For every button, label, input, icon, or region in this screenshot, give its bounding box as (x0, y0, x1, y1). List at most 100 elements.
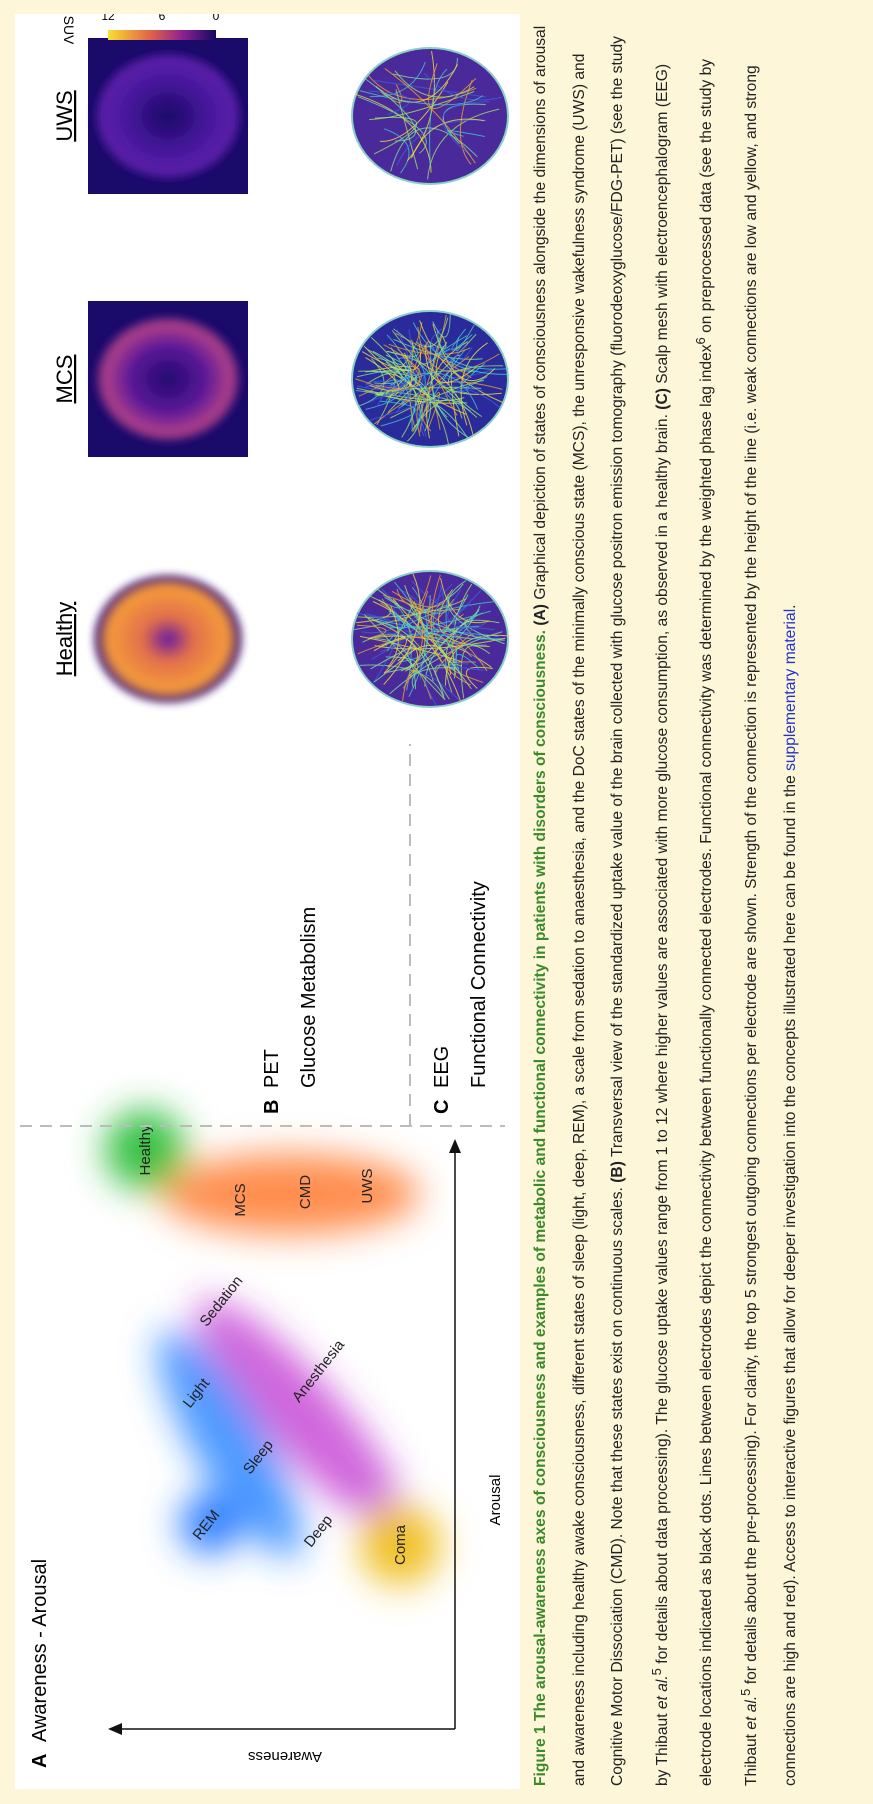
eeg-line (436, 329, 509, 370)
eeg-line (365, 357, 400, 396)
eeg-line (464, 619, 500, 637)
panel-label: B (261, 1100, 283, 1114)
eeg-line (419, 642, 487, 681)
figure-panel: A Awareness - Arousal Awareness Arousal … (15, 9, 520, 1789)
eeg-line (359, 90, 484, 106)
eeg-line (421, 355, 470, 432)
eeg-line (424, 73, 503, 101)
eeg-line (390, 379, 485, 419)
supplementary-link[interactable]: supplementary material (781, 608, 799, 771)
eeg-line (419, 320, 503, 403)
eeg-line (389, 372, 479, 410)
eeg-line (445, 594, 480, 635)
eeg-line (366, 373, 396, 426)
x-axis-label: Arousal (487, 1475, 504, 1526)
panel-label: C (431, 1100, 453, 1114)
caption-text: for details about the pre-processing). F… (743, 65, 799, 1786)
state-blobs (105, 1110, 440, 1585)
eeg-line (364, 78, 417, 142)
eeg-line (448, 365, 504, 418)
eeg-line (392, 598, 463, 667)
x-arrow (449, 1139, 461, 1153)
y-arrow (108, 1723, 122, 1735)
state-label: Deep (301, 1512, 336, 1551)
eeg-line (368, 349, 403, 384)
eeg-line (383, 594, 488, 672)
eeg-line (389, 631, 503, 695)
figure-title: The arousal-awareness axes of consciousn… (532, 630, 549, 1721)
eeg-line (402, 597, 424, 689)
state-label: CMD (297, 1175, 314, 1209)
pet-brain (94, 315, 242, 443)
eeg-line (368, 635, 492, 668)
eeg-line (357, 636, 472, 658)
eeg-line (395, 89, 419, 170)
eeg-line (356, 387, 465, 401)
eeg-line (380, 632, 407, 653)
panel-title: Awareness - Arousal (29, 1559, 51, 1742)
eeg-line (357, 612, 391, 621)
reference: 5 (648, 1668, 664, 1676)
eeg-line (388, 343, 471, 355)
caption-text: (C) (653, 388, 671, 410)
eeg-line (379, 400, 416, 427)
eeg-line (373, 116, 418, 155)
figure-label: Figure 1 (532, 1725, 549, 1786)
colorbar-tick: 12 (101, 14, 115, 23)
eeg-line (417, 326, 500, 372)
eeg-line (430, 574, 471, 686)
eeg-line (431, 338, 469, 438)
pet-brain (94, 575, 242, 703)
eeg-line (370, 646, 417, 683)
eeg-line (367, 384, 501, 409)
eeg-line (379, 619, 499, 637)
eeg-line (447, 580, 505, 645)
eeg-line (365, 329, 412, 389)
eeg-line (363, 345, 467, 415)
eeg-line (425, 343, 458, 416)
column-header: UWS (52, 90, 77, 141)
eeg-line (442, 101, 490, 157)
column-header: Healthy (52, 602, 77, 677)
eeg-line (391, 330, 478, 418)
eeg-line (369, 386, 476, 421)
colorbar-tick: 0 (213, 14, 220, 23)
eeg-line (373, 637, 408, 674)
eeg-line (369, 61, 426, 98)
state-label: UWS (359, 1169, 376, 1204)
eeg-line (374, 638, 417, 690)
state-label: Healthy (137, 1124, 154, 1175)
eeg-line (451, 328, 473, 351)
caption-text: et al. (743, 1695, 761, 1730)
modality: PET (261, 1049, 283, 1088)
caption-text: for details about data processing). The … (653, 409, 671, 1669)
column-header: MCS (52, 355, 77, 404)
eeg-line (383, 344, 422, 391)
reference: 6 (693, 337, 709, 345)
eeg-line (392, 57, 458, 80)
caption-text: et al. (653, 1675, 671, 1710)
pet-brain (94, 52, 242, 180)
eeg-line (414, 349, 466, 432)
figure: A Awareness - Arousal Awareness Arousal … (20, 9, 510, 1768)
panel-title: Glucose Metabolism (298, 907, 320, 1088)
state-label: Coma (392, 1524, 409, 1565)
eeg-connections (355, 51, 503, 180)
eeg-line (394, 575, 432, 622)
caption: Figure 1 The arousal-awareness axes of c… (522, 16, 867, 1786)
eeg-line (408, 618, 469, 677)
eeg-line (364, 384, 427, 437)
eeg-line (435, 586, 486, 637)
eeg-line (357, 624, 387, 639)
eeg-line (384, 596, 505, 641)
eeg-line (374, 80, 487, 98)
reference: 5 (737, 1688, 753, 1696)
colorbar-label: SUV (61, 16, 77, 45)
eeg-line (455, 324, 475, 351)
eeg-line (416, 317, 449, 348)
eeg-line (412, 322, 507, 375)
eeg-line (407, 344, 435, 428)
eeg-line (408, 586, 428, 697)
colorbar-tick: 6 (159, 14, 166, 23)
eeg-line (390, 127, 478, 172)
